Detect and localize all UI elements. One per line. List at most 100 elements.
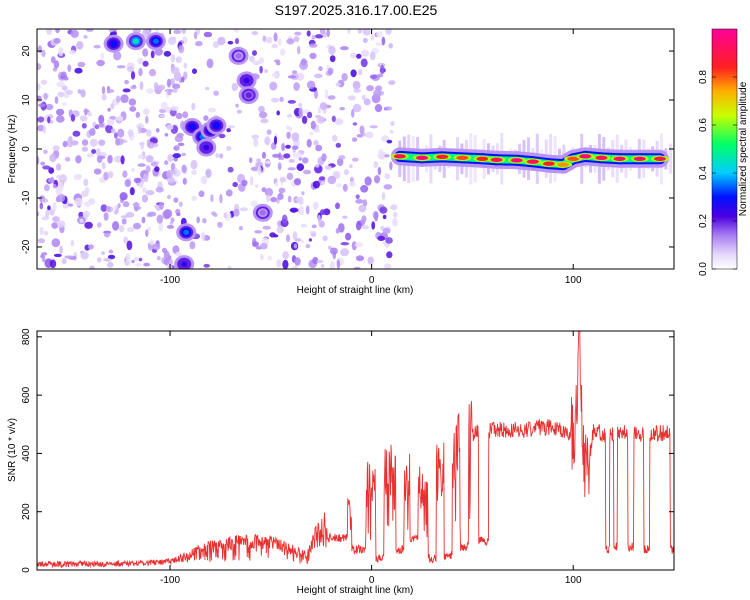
noise-speck (257, 165, 262, 176)
noise-speck (253, 137, 259, 148)
x-tick-label: -100 (160, 275, 180, 286)
noise-speck (167, 154, 174, 162)
noise-speck (135, 111, 140, 118)
noise-speck (351, 109, 355, 118)
noise-speck (366, 85, 374, 92)
colorbar-ticks: 0.0 0.2 0.4 0.6 0.8 (698, 70, 737, 276)
noise-speck (376, 73, 384, 78)
noise-speck (97, 123, 104, 128)
noise-speck (305, 244, 311, 249)
noise-speck (249, 157, 253, 164)
noise-speck (266, 194, 271, 203)
noise-speck (393, 211, 398, 218)
noise-speck (347, 95, 356, 101)
noise-speck (227, 166, 234, 173)
y-tick-label: 20 (21, 45, 32, 57)
noise-speck (167, 37, 177, 45)
noise-speck (110, 102, 115, 110)
noise-speck (277, 162, 282, 171)
noise-speck (213, 90, 220, 96)
y-tick-label: 0 (21, 146, 32, 152)
noise-speck (355, 199, 364, 204)
ridge-peak-core (595, 155, 608, 161)
noise-speck (232, 181, 238, 188)
noise-speck (390, 121, 395, 127)
noise-speck (283, 153, 291, 159)
noise-speck (114, 132, 118, 139)
noise-speck (70, 29, 79, 38)
noise-speck (384, 173, 391, 180)
noise-speck (116, 115, 124, 122)
noise-speck (175, 251, 182, 257)
noise-speck (203, 31, 213, 38)
noise-speck (54, 96, 59, 104)
noise-speck (298, 107, 303, 117)
noise-speck (182, 111, 189, 119)
noise-speck (145, 229, 149, 238)
noise-speck (355, 220, 362, 231)
noise-speck (106, 205, 112, 213)
noise-speck (376, 31, 383, 38)
noise-speck (204, 86, 210, 91)
colorbar-tick-label: 0.4 (698, 166, 709, 180)
noise-speck (278, 187, 286, 194)
noise-speck (76, 41, 84, 50)
noise-speck (276, 259, 282, 268)
noise-speck (294, 257, 301, 266)
noise-speck (146, 129, 152, 137)
colorbar-label: Normalized spectral amplitude (738, 81, 749, 216)
noise-speck (362, 37, 368, 44)
noise-speck (156, 214, 163, 224)
noise-speck (262, 35, 267, 42)
spectral-blob (203, 144, 210, 151)
noise-speck (122, 88, 131, 93)
spectral-blob (243, 77, 250, 84)
noise-speck (303, 169, 312, 175)
noise-speck (125, 252, 131, 262)
noise-speck (82, 190, 89, 197)
noise-speck (235, 38, 239, 45)
noise-speck (277, 38, 282, 46)
noise-speck (192, 68, 197, 74)
noise-speck (380, 64, 385, 75)
noise-speck (66, 138, 74, 148)
noise-speck (120, 155, 125, 165)
noise-speck (288, 159, 295, 163)
noise-speck (72, 130, 81, 137)
y-tick-label: 0 (21, 567, 32, 573)
noise-speck (329, 260, 335, 269)
noise-speck (107, 107, 111, 112)
noise-speck (335, 142, 341, 148)
noise-speck (291, 70, 298, 75)
noise-speck (157, 84, 166, 91)
noise-speck (279, 176, 287, 183)
noise-speck (307, 111, 313, 119)
noise-speck (384, 263, 392, 269)
figure-title: S197.2025.316.17.00.E25 (275, 2, 438, 18)
noise-speck (238, 226, 243, 231)
noise-speck (273, 32, 278, 42)
noise-speck (127, 129, 134, 138)
noise-speck (309, 132, 314, 136)
noise-speck (91, 149, 97, 154)
noise-speck (236, 109, 242, 114)
noise-speck (68, 203, 74, 207)
ridge-peak-core (490, 157, 503, 162)
noise-speck (103, 171, 109, 181)
noise-speck (53, 37, 61, 44)
noise-speck (137, 57, 144, 65)
noise-speck (68, 50, 76, 55)
noise-speck (141, 194, 148, 203)
noise-speck (319, 29, 326, 35)
noise-speck (355, 255, 364, 262)
noise-speck (271, 72, 279, 78)
noise-speck (342, 215, 348, 219)
noise-speck (177, 142, 185, 147)
noise-speck (293, 152, 302, 159)
noise-speck (98, 139, 106, 146)
noise-speck (351, 137, 358, 143)
noise-speck (142, 187, 147, 193)
noise-speck (77, 61, 86, 68)
noise-speck (286, 38, 295, 45)
